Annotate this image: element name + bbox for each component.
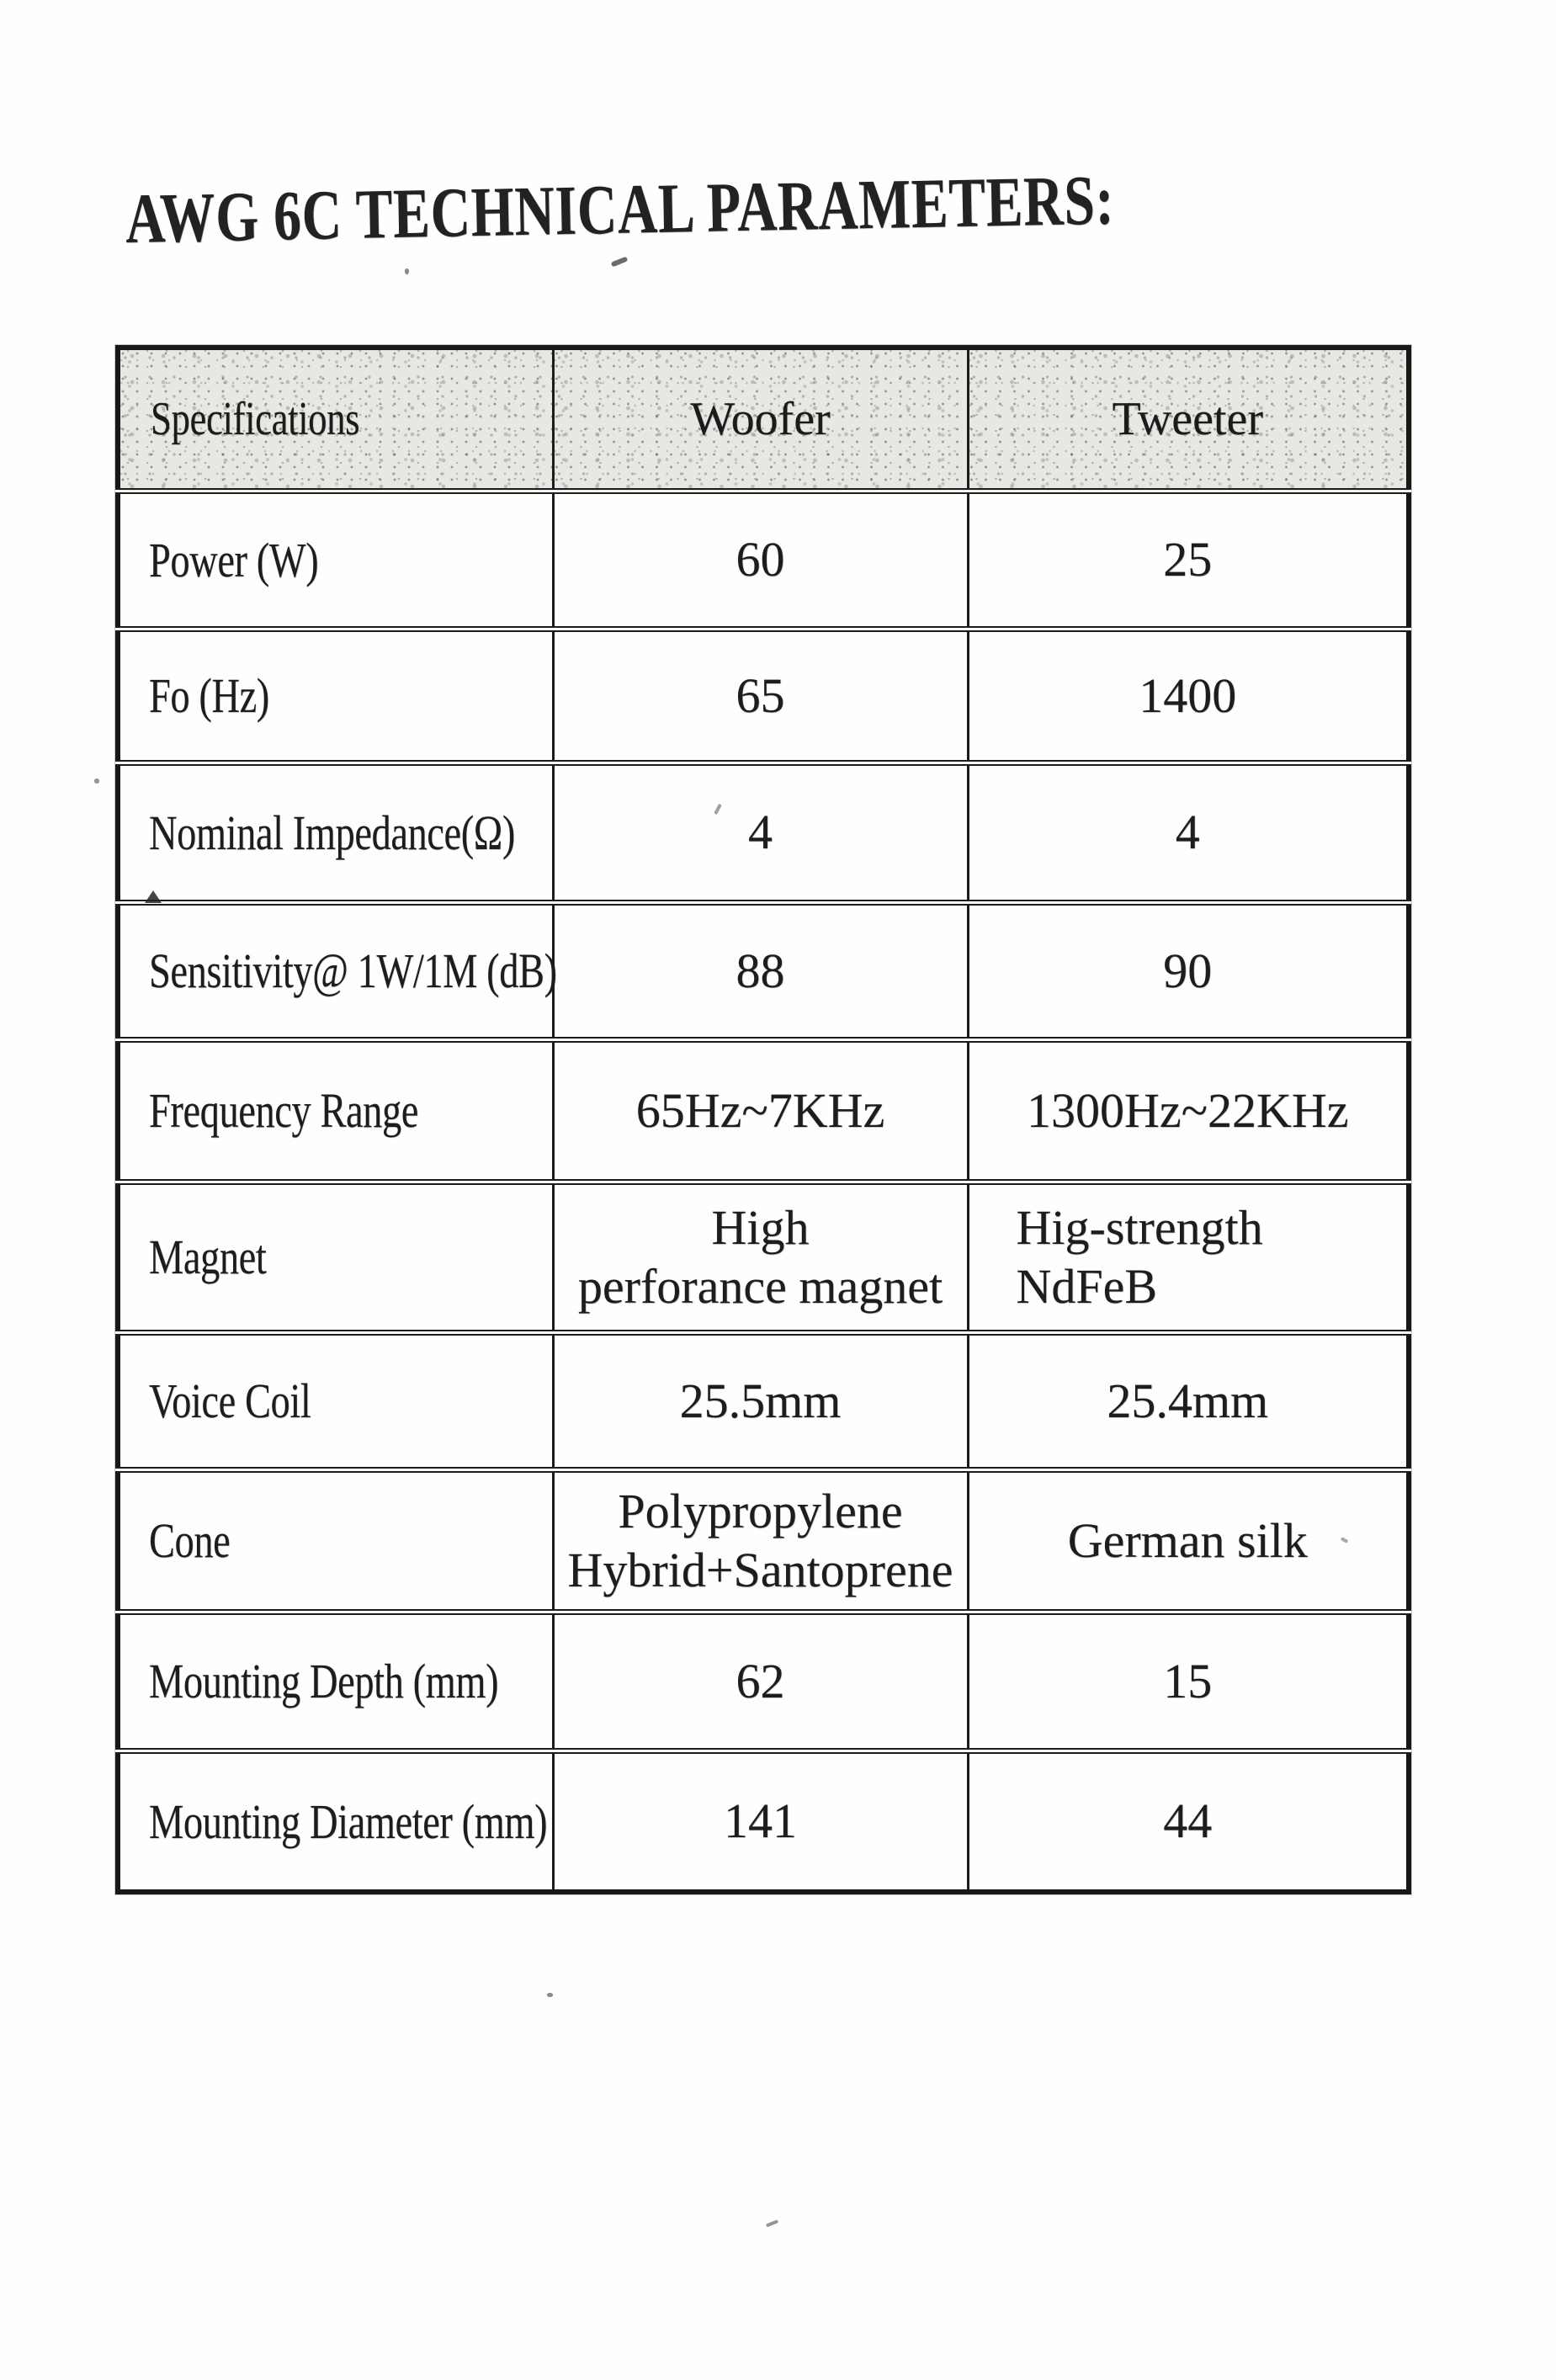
table-row: Nominal Impedance(Ω) 4 4 bbox=[116, 762, 1410, 902]
spec-label-text: Power (W) bbox=[149, 532, 319, 587]
tweeter-value: 44 bbox=[966, 1750, 1410, 1892]
spec-row-label: Nominal Impedance(Ω) bbox=[116, 762, 555, 902]
table-row: Mounting Depth (mm) 62 15 bbox=[116, 1612, 1410, 1750]
woofer-value: Polypropylene Hybrid+Santoprene bbox=[551, 1469, 969, 1612]
woofer-value: 60 bbox=[551, 491, 969, 629]
spec-row-label: Voice Coil bbox=[116, 1332, 555, 1469]
tweeter-value: German silk bbox=[966, 1469, 1410, 1612]
tweeter-value: 1400 bbox=[966, 629, 1410, 762]
woofer-value: 141 bbox=[551, 1750, 969, 1892]
scan-speck bbox=[94, 778, 99, 784]
spec-label-text: Fo (Hz) bbox=[149, 668, 269, 723]
table-row: Sensitivity@ 1W/1M (dB) 88 90 bbox=[116, 902, 1410, 1039]
table-row: Voice Coil 25.5mm 25.4mm bbox=[116, 1332, 1410, 1469]
spec-row-label: Mounting Depth (mm) bbox=[116, 1612, 555, 1750]
woofer-value: High perforance magnet bbox=[551, 1182, 969, 1332]
tweeter-value: 4 bbox=[966, 762, 1410, 902]
spec-row-label: Frequency Range bbox=[116, 1039, 555, 1182]
header-woofer: Woofer bbox=[551, 348, 969, 491]
table-row: Fo (Hz) 65 1400 bbox=[116, 629, 1410, 762]
table-row: Cone Polypropylene Hybrid+Santoprene Ger… bbox=[116, 1469, 1410, 1612]
spec-label-text: Magnet bbox=[149, 1230, 267, 1284]
woofer-value: 65 bbox=[551, 629, 969, 762]
tweeter-value: 25.4mm bbox=[966, 1332, 1410, 1469]
tweeter-value: 15 bbox=[966, 1612, 1410, 1750]
table-header-row: Specifications Woofer Tweeter bbox=[116, 348, 1410, 491]
spec-row-label: Sensitivity@ 1W/1M (dB) bbox=[116, 902, 557, 1039]
page-title: AWG 6C TECHNICAL PARAMETERS: bbox=[125, 161, 1116, 259]
tweeter-value: Hig-strength NdFeB bbox=[966, 1182, 1410, 1332]
table-row: Frequency Range 65Hz~7KHz 1300Hz~22KHz bbox=[116, 1039, 1410, 1182]
spec-label-text: Nominal Impedance(Ω) bbox=[149, 805, 515, 860]
header-specifications: Specifications bbox=[116, 348, 555, 491]
table-row: Power (W) 60 25 bbox=[116, 491, 1410, 629]
header-tweeter: Tweeter bbox=[966, 348, 1410, 491]
spec-label-text: Sensitivity@ 1W/1M (dB) bbox=[149, 943, 557, 998]
spec-label-text: Frequency Range bbox=[149, 1083, 418, 1138]
woofer-value: 88 bbox=[551, 902, 969, 1039]
spec-table: Specifications Woofer Tweeter Power (W) … bbox=[115, 345, 1411, 1894]
woofer-value: 62 bbox=[551, 1612, 969, 1750]
spec-row-label: Fo (Hz) bbox=[116, 629, 555, 762]
scan-speck bbox=[405, 268, 409, 274]
table-row: Mounting Diameter (mm) 141 44 bbox=[116, 1750, 1410, 1892]
header-specifications-label: Specifications bbox=[151, 392, 360, 445]
tweeter-value: 90 bbox=[966, 902, 1410, 1039]
table-row: Magnet High perforance magnet Hig-streng… bbox=[116, 1182, 1410, 1332]
tweeter-value: 1300Hz~22KHz bbox=[966, 1039, 1410, 1182]
scan-speck bbox=[765, 2219, 779, 2228]
spec-label-text: Mounting Diameter (mm) bbox=[149, 1793, 548, 1849]
scan-speck bbox=[547, 1993, 553, 1997]
tweeter-value: 25 bbox=[966, 491, 1410, 629]
spec-label-text: Mounting Depth (mm) bbox=[149, 1654, 499, 1708]
spec-label-text: Cone bbox=[149, 1513, 231, 1568]
spec-label-text: Voice Coil bbox=[149, 1373, 311, 1428]
spec-row-label: Mounting Diameter (mm) bbox=[116, 1750, 555, 1892]
woofer-value: 25.5mm bbox=[551, 1332, 969, 1469]
spec-row-label: Magnet bbox=[116, 1182, 555, 1332]
scan-speck bbox=[610, 256, 629, 268]
spec-row-label: Power (W) bbox=[116, 491, 555, 629]
woofer-value: 65Hz~7KHz bbox=[551, 1039, 969, 1182]
woofer-value: 4 bbox=[551, 762, 969, 902]
spec-row-label: Cone bbox=[116, 1469, 555, 1612]
scan-speck bbox=[145, 890, 162, 903]
